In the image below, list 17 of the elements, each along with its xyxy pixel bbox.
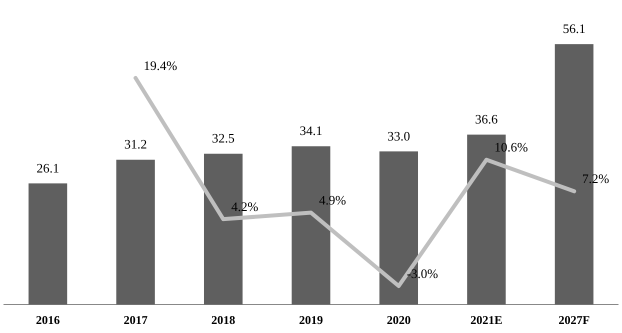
x-tick-label: 2018 [211, 312, 236, 327]
data-label: 32.5 [212, 130, 235, 146]
x-tick-label: 2019 [299, 312, 323, 327]
data-label: 31.2 [124, 136, 147, 152]
data-label: 36.6 [475, 112, 498, 127]
x-tick-label: 2017 [124, 312, 148, 327]
x-tick-label: 2021E [470, 312, 502, 327]
data-label: 56.1 [562, 21, 586, 36]
x-tick-label: 2020 [386, 312, 411, 327]
bar [28, 183, 68, 305]
data-label: 19.4% [144, 58, 178, 73]
data-label: 33.0 [387, 128, 410, 144]
data-label: 34.1 [300, 123, 322, 138]
bar [116, 160, 155, 305]
data-label: 26.1 [36, 160, 60, 176]
x-tick-label: 2027F [558, 312, 590, 327]
x-tick-label: 2016 [36, 312, 60, 327]
